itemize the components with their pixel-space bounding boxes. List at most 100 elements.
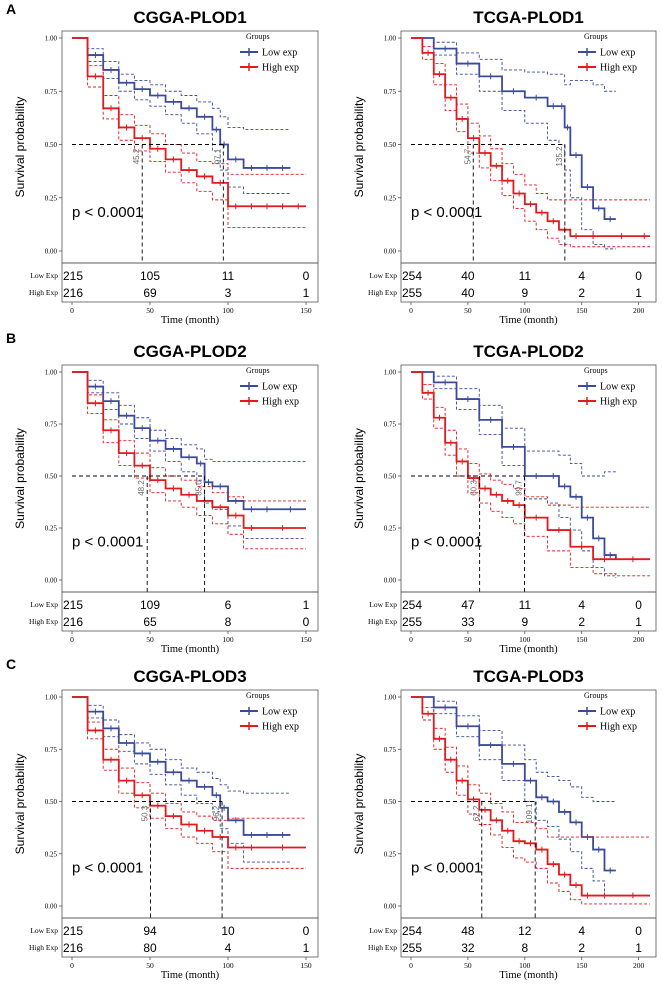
risk-row-label: High Exp <box>29 943 58 952</box>
y-tick-label: 0.25 <box>45 850 58 858</box>
ci-lower-low-exp <box>72 371 306 539</box>
x-tick-label: 50 <box>146 961 154 970</box>
x-tick-label: 100 <box>519 306 531 315</box>
median-label: 60.3 <box>470 480 479 496</box>
x-tick-label: 0 <box>70 635 74 644</box>
survival-curve-high-exp <box>411 371 650 561</box>
y-tick-label: 1.00 <box>384 694 397 702</box>
p-value: p < 0.0001 <box>411 534 482 551</box>
median-label: 54.7 <box>463 148 472 164</box>
y-tick-label: 0.25 <box>384 194 397 202</box>
risk-count: 1 <box>303 941 310 955</box>
risk-row-label: High Exp <box>29 617 58 626</box>
chart-title: CGGA-PLOD1 <box>133 8 246 27</box>
x-tick-label: 200 <box>633 635 645 644</box>
y-tick-label: 1.00 <box>384 369 397 377</box>
median-label: 48.2 <box>137 480 146 496</box>
risk-table-frame <box>61 591 319 632</box>
x-axis-label: Time (month) <box>499 970 558 981</box>
legend-title: Groups <box>246 691 270 700</box>
x-tick-label: 0 <box>70 961 74 970</box>
y-axis-label: Survival probability <box>13 97 27 198</box>
risk-count: 32 <box>461 941 475 955</box>
survival-curve-low-exp <box>72 37 291 169</box>
risk-count: 1 <box>303 598 310 612</box>
risk-count: 40 <box>461 286 475 300</box>
x-tick-label: 100 <box>222 306 234 315</box>
median-label: 99.7 <box>514 480 523 496</box>
risk-count: 215 <box>63 924 83 938</box>
risk-count: 216 <box>63 941 83 955</box>
panel-letter: B <box>6 330 16 346</box>
risk-count: 10 <box>221 924 235 938</box>
risk-count: 33 <box>461 615 475 629</box>
risk-row-label: Low Exp <box>369 926 397 935</box>
ci-upper-low-exp <box>411 371 616 477</box>
x-tick-label: 150 <box>576 306 588 315</box>
risk-row-label: Low Exp <box>30 271 58 280</box>
risk-count: 9 <box>521 615 528 629</box>
risk-row-label: Low Exp <box>369 600 397 609</box>
risk-count: 0 <box>303 269 310 283</box>
survival-curve-high-exp <box>72 371 306 529</box>
median-label: 85.0 <box>195 480 204 496</box>
y-tick-label: 0.75 <box>384 746 397 754</box>
legend-label: High exp <box>600 397 637 408</box>
panel-letter: C <box>6 656 16 672</box>
y-tick-label: 1.00 <box>45 35 58 43</box>
risk-count: 0 <box>635 269 642 283</box>
legend-label: High exp <box>262 722 299 733</box>
x-tick-label: 200 <box>633 961 645 970</box>
legend-label: Low exp <box>600 48 635 59</box>
risk-count: 109 <box>140 598 160 612</box>
chart-title: CGGA-PLOD2 <box>133 342 246 361</box>
y-axis-label: Survival probability <box>352 97 366 198</box>
legend-label: Low exp <box>262 48 297 59</box>
panel-tcga-plod3: TCGA-PLOD3 0.00 0.25 0.50 0.75 1.00 Survival p… <box>352 667 657 981</box>
legend-label: Low exp <box>262 382 297 393</box>
risk-count: 255 <box>402 286 422 300</box>
median-label: 97.1 <box>213 148 222 164</box>
legend-label: High exp <box>262 397 299 408</box>
survival-curve-low-exp <box>72 696 291 836</box>
x-tick-label: 50 <box>146 635 154 644</box>
median-label: 135.2 <box>555 146 564 167</box>
risk-count: 255 <box>402 615 422 629</box>
x-tick-label: 50 <box>464 961 472 970</box>
ci-upper-low-exp <box>72 37 291 131</box>
risk-count: 11 <box>222 269 235 283</box>
x-tick-label: 50 <box>464 635 472 644</box>
p-value: p < 0.0001 <box>411 860 482 877</box>
y-tick-label: 0.00 <box>384 577 397 585</box>
legend-title: Groups <box>246 366 270 375</box>
chart-title: CGGA-PLOD3 <box>133 667 246 686</box>
ci-upper-high-exp <box>411 37 650 201</box>
ci-upper-low-exp <box>411 37 616 92</box>
risk-count: 8 <box>225 615 232 629</box>
risk-count: 3 <box>225 286 232 300</box>
y-axis-label: Survival probability <box>352 754 366 855</box>
p-value: p < 0.0001 <box>72 860 143 877</box>
y-tick-label: 0.00 <box>45 577 58 585</box>
risk-row-label: High Exp <box>368 943 397 952</box>
risk-count: 2 <box>578 286 585 300</box>
x-tick-label: 50 <box>464 306 472 315</box>
y-tick-label: 0.25 <box>384 850 397 858</box>
risk-count: 94 <box>143 924 157 938</box>
x-tick-label: 150 <box>576 635 588 644</box>
legend-title: Groups <box>246 32 270 41</box>
y-tick-label: 0.00 <box>45 903 58 911</box>
y-tick-label: 0.50 <box>45 473 58 481</box>
panel-tcga-plod2: TCGA-PLOD2 0.00 0.25 0.50 0.75 1.00 Survival p… <box>352 342 657 655</box>
ci-lower-low-exp <box>72 696 291 863</box>
y-tick-label: 1.00 <box>45 694 58 702</box>
risk-row-label: High Exp <box>29 288 58 297</box>
risk-table-frame <box>400 591 657 632</box>
ci-lower-high-exp <box>72 371 306 550</box>
risk-row-label: High Exp <box>368 617 397 626</box>
ci-lower-low-exp <box>411 696 616 896</box>
risk-count: 105 <box>140 269 160 283</box>
x-tick-label: 150 <box>576 961 588 970</box>
y-axis-label: Survival probability <box>13 428 27 529</box>
survival-curve-low-exp <box>411 696 616 872</box>
